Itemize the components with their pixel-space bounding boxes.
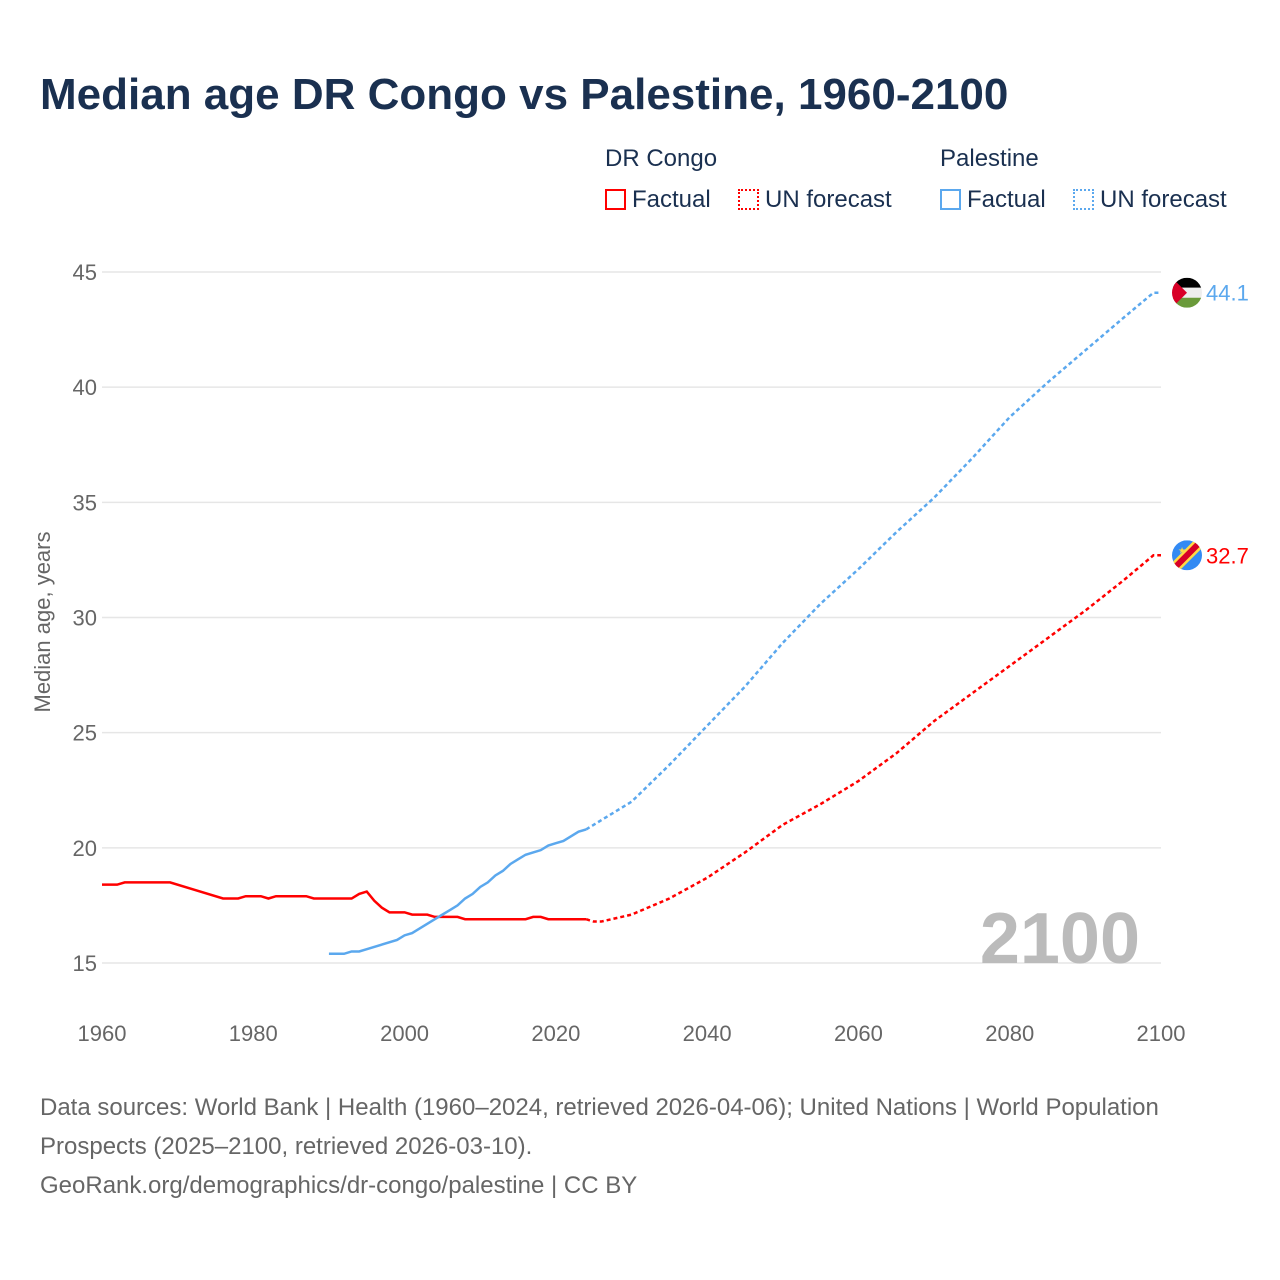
y-tick-label: 45 <box>73 260 97 285</box>
series-line-congo-forecast <box>585 554 1161 923</box>
legend-swatch <box>940 189 961 210</box>
legend-label: Factual <box>967 186 1046 213</box>
series-line-congo-factual <box>102 881 587 921</box>
source-note: Data sources: World Bank | Health (1960–… <box>40 1088 1160 1205</box>
series-line-palestine-forecast <box>585 291 1161 831</box>
palestine-flag-icon <box>1172 277 1202 308</box>
y-tick-label: 15 <box>73 951 97 976</box>
legend-swatch <box>738 189 759 210</box>
legend-congo-factual[interactable]: Factual <box>605 186 711 214</box>
legend-label: UN forecast <box>1100 186 1227 213</box>
year-watermark: 2100 <box>980 899 1140 979</box>
y-tick-label: 25 <box>73 721 97 746</box>
y-tick-label: 30 <box>73 606 97 631</box>
y-tick-label: 20 <box>73 836 97 861</box>
legend-group-palestine: Palestine <box>940 145 1039 172</box>
end-value-label: 32.7 <box>1206 543 1249 568</box>
y-axis-label: Median age, years <box>30 532 55 713</box>
source-link[interactable]: GeoRank.org/demographics/dr-congo/palest… <box>40 1172 638 1199</box>
x-tick-label: 2000 <box>380 1021 429 1046</box>
x-tick-label: 1960 <box>78 1021 127 1046</box>
y-tick-label: 40 <box>73 375 97 400</box>
x-tick-label: 2060 <box>834 1021 883 1046</box>
x-tick-label: 2080 <box>985 1021 1034 1046</box>
x-tick-label: 2040 <box>683 1021 732 1046</box>
end-value-label: 44.1 <box>1206 281 1249 306</box>
legend-label: Factual <box>632 186 711 213</box>
legend-palestine-forecast[interactable]: UN forecast <box>1073 186 1227 214</box>
y-tick-label: 35 <box>73 490 97 515</box>
legend-group-congo: DR Congo <box>605 145 718 172</box>
x-tick-label: 2020 <box>531 1021 580 1046</box>
source-line: Data sources: World Bank | Health (1960–… <box>40 1094 1159 1160</box>
legend-congo-forecast[interactable]: UN forecast <box>738 186 892 214</box>
chart-title: Median age DR Congo vs Palestine, 1960-2… <box>40 70 1009 119</box>
legend-swatch <box>605 189 626 210</box>
congo-flag-icon: ★ <box>1172 540 1202 571</box>
x-tick-label: 1980 <box>229 1021 278 1046</box>
legend-swatch <box>1073 189 1094 210</box>
x-tick-label: 2100 <box>1137 1021 1186 1046</box>
legend-palestine-factual[interactable]: Factual <box>940 186 1046 214</box>
legend-label: UN forecast <box>765 186 892 213</box>
svg-text:★: ★ <box>1178 545 1186 555</box>
series-line-palestine-factual <box>328 828 587 956</box>
